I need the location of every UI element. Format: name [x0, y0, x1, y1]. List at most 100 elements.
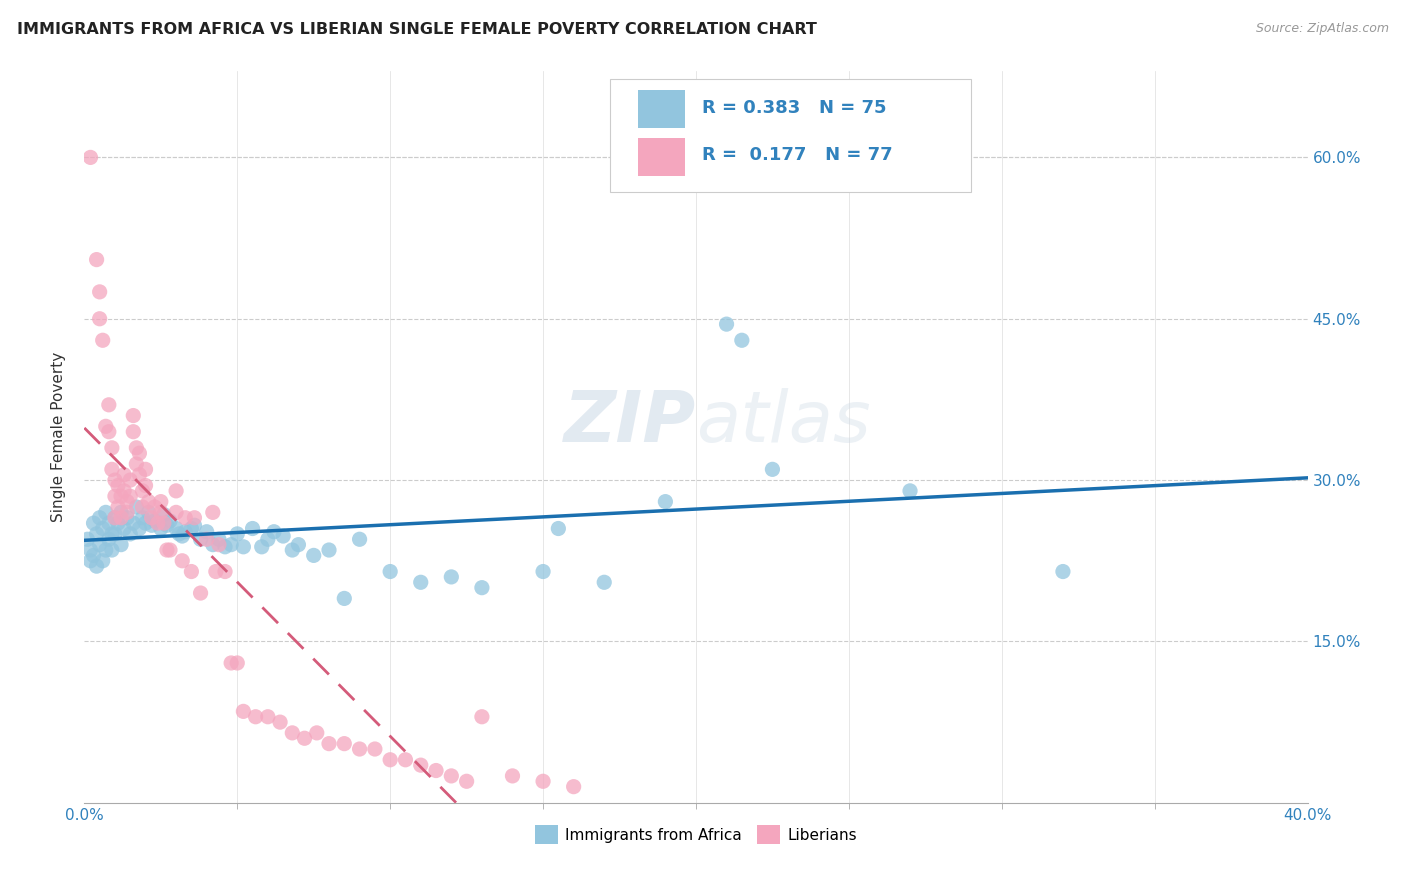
- Point: [214, 565, 236, 579]
- Point: [89, 538, 111, 552]
- Point: [149, 494, 172, 508]
- Text: Source: ZipAtlas.com: Source: ZipAtlas.com: [1256, 22, 1389, 36]
- Point: [242, 521, 264, 535]
- Point: [94, 505, 117, 519]
- Point: [91, 521, 114, 535]
- Point: [128, 521, 150, 535]
- Point: [394, 753, 416, 767]
- Point: [104, 510, 127, 524]
- Text: R =  0.177   N = 77: R = 0.177 N = 77: [702, 146, 893, 164]
- Point: [167, 527, 190, 541]
- Point: [107, 500, 129, 514]
- Point: [97, 398, 120, 412]
- Point: [165, 521, 187, 535]
- Point: [257, 710, 280, 724]
- Point: [409, 758, 432, 772]
- Point: [101, 441, 124, 455]
- Point: [1052, 565, 1074, 579]
- Point: [143, 514, 166, 528]
- Point: [115, 505, 138, 519]
- Point: [141, 518, 163, 533]
- Point: [731, 333, 754, 347]
- Point: [281, 543, 304, 558]
- Point: [156, 518, 179, 533]
- Point: [89, 510, 111, 524]
- Point: [165, 483, 187, 498]
- Point: [128, 467, 150, 482]
- Point: [318, 543, 340, 558]
- Point: [287, 538, 309, 552]
- Point: [172, 529, 194, 543]
- Point: [153, 508, 176, 522]
- Point: [149, 505, 172, 519]
- Point: [101, 543, 124, 558]
- Point: [112, 483, 135, 498]
- Point: [125, 457, 148, 471]
- Point: [440, 769, 463, 783]
- Text: IMMIGRANTS FROM AFRICA VS LIBERIAN SINGLE FEMALE POVERTY CORRELATION CHART: IMMIGRANTS FROM AFRICA VS LIBERIAN SINGL…: [17, 22, 817, 37]
- Point: [183, 510, 205, 524]
- Point: [122, 425, 145, 439]
- Point: [143, 500, 166, 514]
- Point: [547, 521, 569, 535]
- Point: [302, 549, 325, 563]
- Point: [159, 543, 181, 558]
- Point: [294, 731, 316, 746]
- Point: [380, 565, 402, 579]
- FancyBboxPatch shape: [610, 78, 972, 192]
- Point: [125, 500, 148, 514]
- Y-axis label: Single Female Poverty: Single Female Poverty: [51, 352, 66, 522]
- Point: [471, 581, 494, 595]
- Point: [305, 726, 328, 740]
- Point: [195, 524, 218, 539]
- Point: [91, 554, 114, 568]
- Point: [112, 521, 135, 535]
- Point: [97, 516, 120, 530]
- Point: [226, 656, 249, 670]
- Point: [128, 446, 150, 460]
- Point: [112, 467, 135, 482]
- Point: [89, 285, 111, 299]
- Point: [349, 533, 371, 547]
- Point: [174, 510, 197, 524]
- Point: [110, 489, 132, 503]
- Point: [471, 710, 494, 724]
- Point: [165, 505, 187, 519]
- Point: [201, 538, 224, 552]
- Point: [156, 543, 179, 558]
- Point: [761, 462, 783, 476]
- Point: [349, 742, 371, 756]
- Point: [205, 565, 228, 579]
- Point: [138, 494, 160, 508]
- Point: [94, 419, 117, 434]
- Text: R = 0.383   N = 75: R = 0.383 N = 75: [702, 99, 887, 117]
- Point: [531, 565, 554, 579]
- Point: [180, 565, 202, 579]
- Point: [208, 533, 231, 547]
- Point: [107, 516, 129, 530]
- Point: [190, 533, 212, 547]
- Point: [271, 529, 294, 543]
- Text: atlas: atlas: [696, 388, 870, 457]
- Point: [101, 527, 124, 541]
- Point: [208, 538, 231, 552]
- Point: [83, 516, 105, 530]
- Point: [214, 540, 236, 554]
- Point: [263, 524, 285, 539]
- Point: [195, 533, 218, 547]
- Point: [104, 510, 127, 524]
- Point: [101, 462, 124, 476]
- Point: [440, 570, 463, 584]
- Point: [122, 516, 145, 530]
- Point: [146, 516, 169, 530]
- Point: [86, 559, 108, 574]
- Point: [115, 510, 138, 524]
- Point: [562, 780, 585, 794]
- Point: [409, 575, 432, 590]
- Point: [250, 540, 273, 554]
- Point: [91, 333, 114, 347]
- Point: [333, 591, 356, 606]
- Point: [281, 726, 304, 740]
- Point: [110, 510, 132, 524]
- Point: [174, 524, 197, 539]
